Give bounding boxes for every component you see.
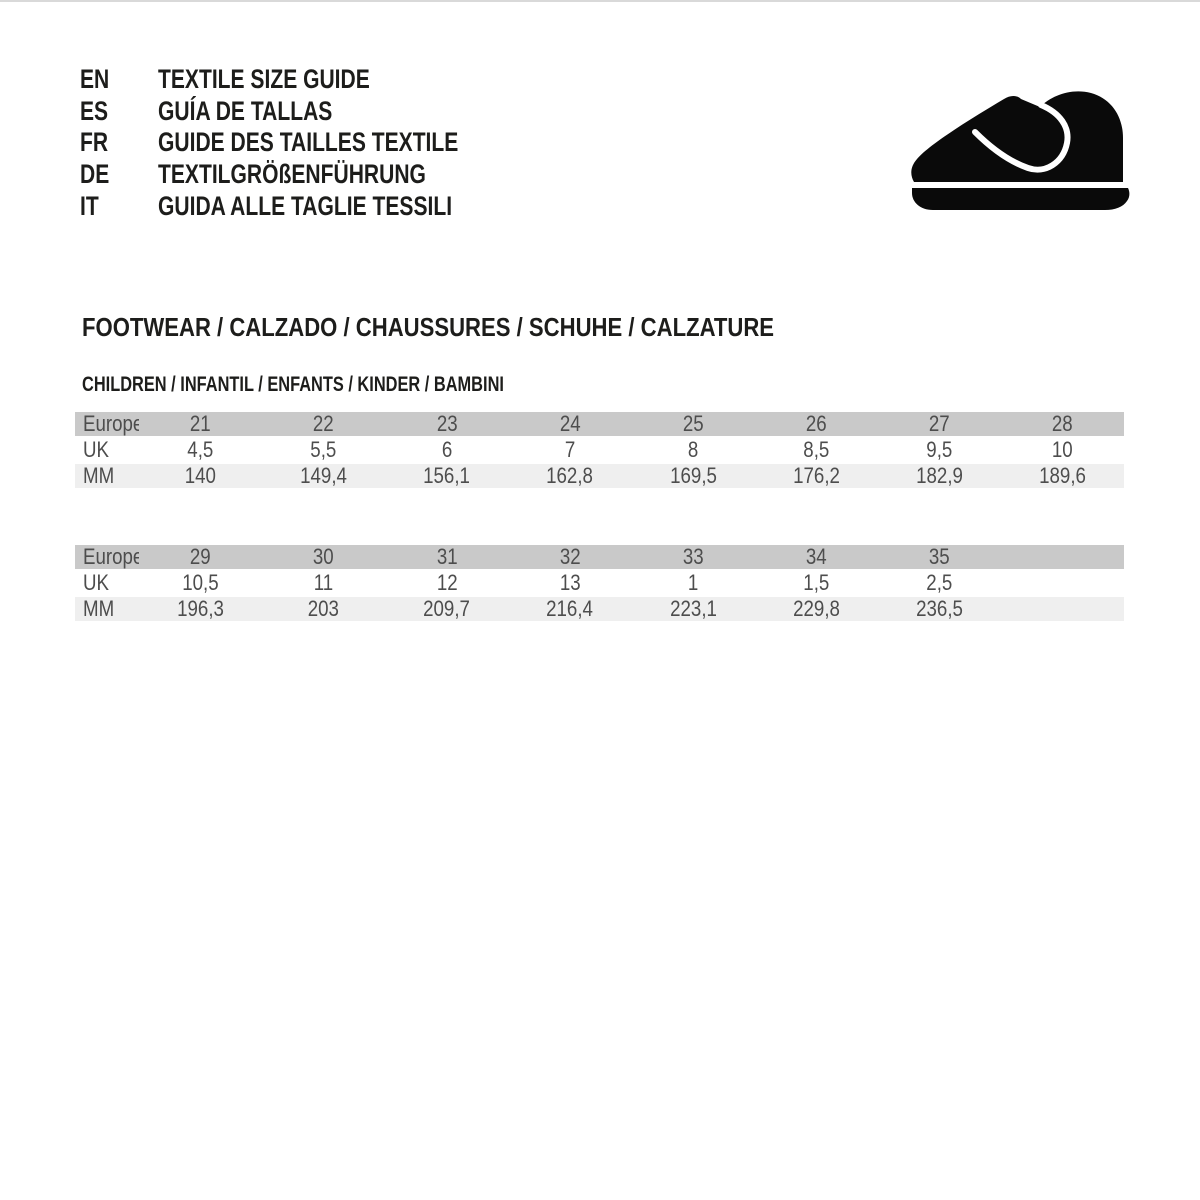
size-cell: 10,5	[139, 571, 263, 597]
language-title: TEXTILGRÖßENFÜHRUNG	[157, 159, 426, 190]
row-label: Europe	[75, 545, 139, 571]
size-cell: 10	[1000, 438, 1124, 464]
size-cell: 6	[385, 438, 509, 464]
language-item: FR GUIDE DES TAILLES TEXTILE	[80, 127, 543, 159]
size-cell: 7	[508, 438, 632, 464]
language-code: DE	[80, 159, 110, 190]
size-table-children-1: Europe 21 22 23 24 25 26 27 28 UK 4,5 5,…	[75, 412, 1124, 488]
size-cell: 33	[631, 545, 755, 571]
size-cell: 189,6	[1000, 464, 1124, 488]
size-cell: 236,5	[877, 597, 1001, 621]
size-cell: 5,5	[262, 438, 386, 464]
size-cell: 156,1	[385, 464, 509, 488]
size-cell: 2,5	[877, 571, 1001, 597]
size-cell: 4,5	[139, 438, 263, 464]
size-cell: 8	[631, 438, 755, 464]
size-cell	[1000, 597, 1124, 621]
size-cell: 182,9	[877, 464, 1001, 488]
size-cell: 34	[754, 545, 878, 571]
top-border	[0, 0, 1200, 2]
size-cell: 25	[631, 412, 755, 438]
language-title: GUIDE DES TAILLES TEXTILE	[157, 127, 458, 158]
language-title: TEXTILE SIZE GUIDE	[157, 64, 370, 94]
size-cell: 229,8	[754, 597, 878, 621]
size-cell	[1000, 571, 1124, 597]
size-cell	[1000, 545, 1124, 571]
language-item: DE TEXTILGRÖßENFÜHRUNG	[80, 159, 543, 191]
language-title: GUIDA ALLE TAGLIE TESSILI	[157, 190, 452, 221]
size-cell: 32	[508, 545, 632, 571]
size-cell: 30	[262, 545, 386, 571]
size-cell: 29	[139, 545, 263, 571]
size-cell: 21	[139, 412, 263, 438]
language-code: ES	[80, 95, 109, 126]
row-label: UK	[75, 571, 139, 597]
language-item: IT GUIDA ALLE TAGLIE TESSILI	[80, 191, 543, 223]
size-cell: 140	[139, 464, 263, 488]
size-cell: 26	[754, 412, 878, 438]
size-cell: 162,8	[508, 464, 632, 488]
language-code: IT	[80, 190, 99, 221]
size-cell: 209,7	[385, 597, 509, 621]
size-cell: 35	[877, 545, 1001, 571]
size-cell: 28	[1000, 412, 1124, 438]
language-title: GUÍA DE TALLAS	[157, 95, 332, 126]
language-item: ES GUÍA DE TALLAS	[80, 96, 543, 128]
section-title: FOOTWEAR / CALZADO / CHAUSSURES / SCHUHE…	[82, 312, 775, 342]
table-row-uk: UK 4,5 5,5 6 7 8 8,5 9,5 10	[75, 438, 1124, 464]
size-cell: 1	[631, 571, 755, 597]
size-cell: 149,4	[262, 464, 386, 488]
size-cell: 31	[385, 545, 509, 571]
size-cell: 216,4	[508, 597, 632, 621]
size-cell: 13	[508, 571, 632, 597]
size-cell: 9,5	[877, 438, 1001, 464]
size-cell: 169,5	[631, 464, 755, 488]
size-cell: 12	[385, 571, 509, 597]
size-cell: 1,5	[754, 571, 878, 597]
section-subtitle: CHILDREN / INFANTIL / ENFANTS / KINDER /…	[82, 373, 504, 396]
row-label: Europe	[75, 412, 139, 438]
row-label: MM	[75, 464, 139, 488]
size-cell: 27	[877, 412, 1001, 438]
size-cell: 11	[262, 571, 386, 597]
size-cell: 196,3	[139, 597, 263, 621]
language-list: EN TEXTILE SIZE GUIDE ES GUÍA DE TALLAS …	[80, 64, 543, 222]
row-label: MM	[75, 597, 139, 621]
size-cell: 8,5	[754, 438, 878, 464]
size-table-children-2: Europe 29 30 31 32 33 34 35 UK 10,5 11 1…	[75, 545, 1124, 621]
language-code: EN	[80, 64, 110, 94]
row-label: UK	[75, 438, 139, 464]
table-row-mm: MM 196,3 203 209,7 216,4 223,1 229,8 236…	[75, 597, 1124, 621]
table-row-europe: Europe 29 30 31 32 33 34 35	[75, 545, 1124, 571]
size-cell: 22	[262, 412, 386, 438]
language-item: EN TEXTILE SIZE GUIDE	[80, 64, 543, 96]
size-cell: 223,1	[631, 597, 755, 621]
size-cell: 203	[262, 597, 386, 621]
children-shoe-icon	[911, 91, 1130, 210]
size-cell: 23	[385, 412, 509, 438]
size-cell: 176,2	[754, 464, 878, 488]
table-row-mm: MM 140 149,4 156,1 162,8 169,5 176,2 182…	[75, 464, 1124, 488]
table-row-europe: Europe 21 22 23 24 25 26 27 28	[75, 412, 1124, 438]
size-cell: 24	[508, 412, 632, 438]
language-code: FR	[80, 127, 109, 158]
table-row-uk: UK 10,5 11 12 13 1 1,5 2,5	[75, 571, 1124, 597]
